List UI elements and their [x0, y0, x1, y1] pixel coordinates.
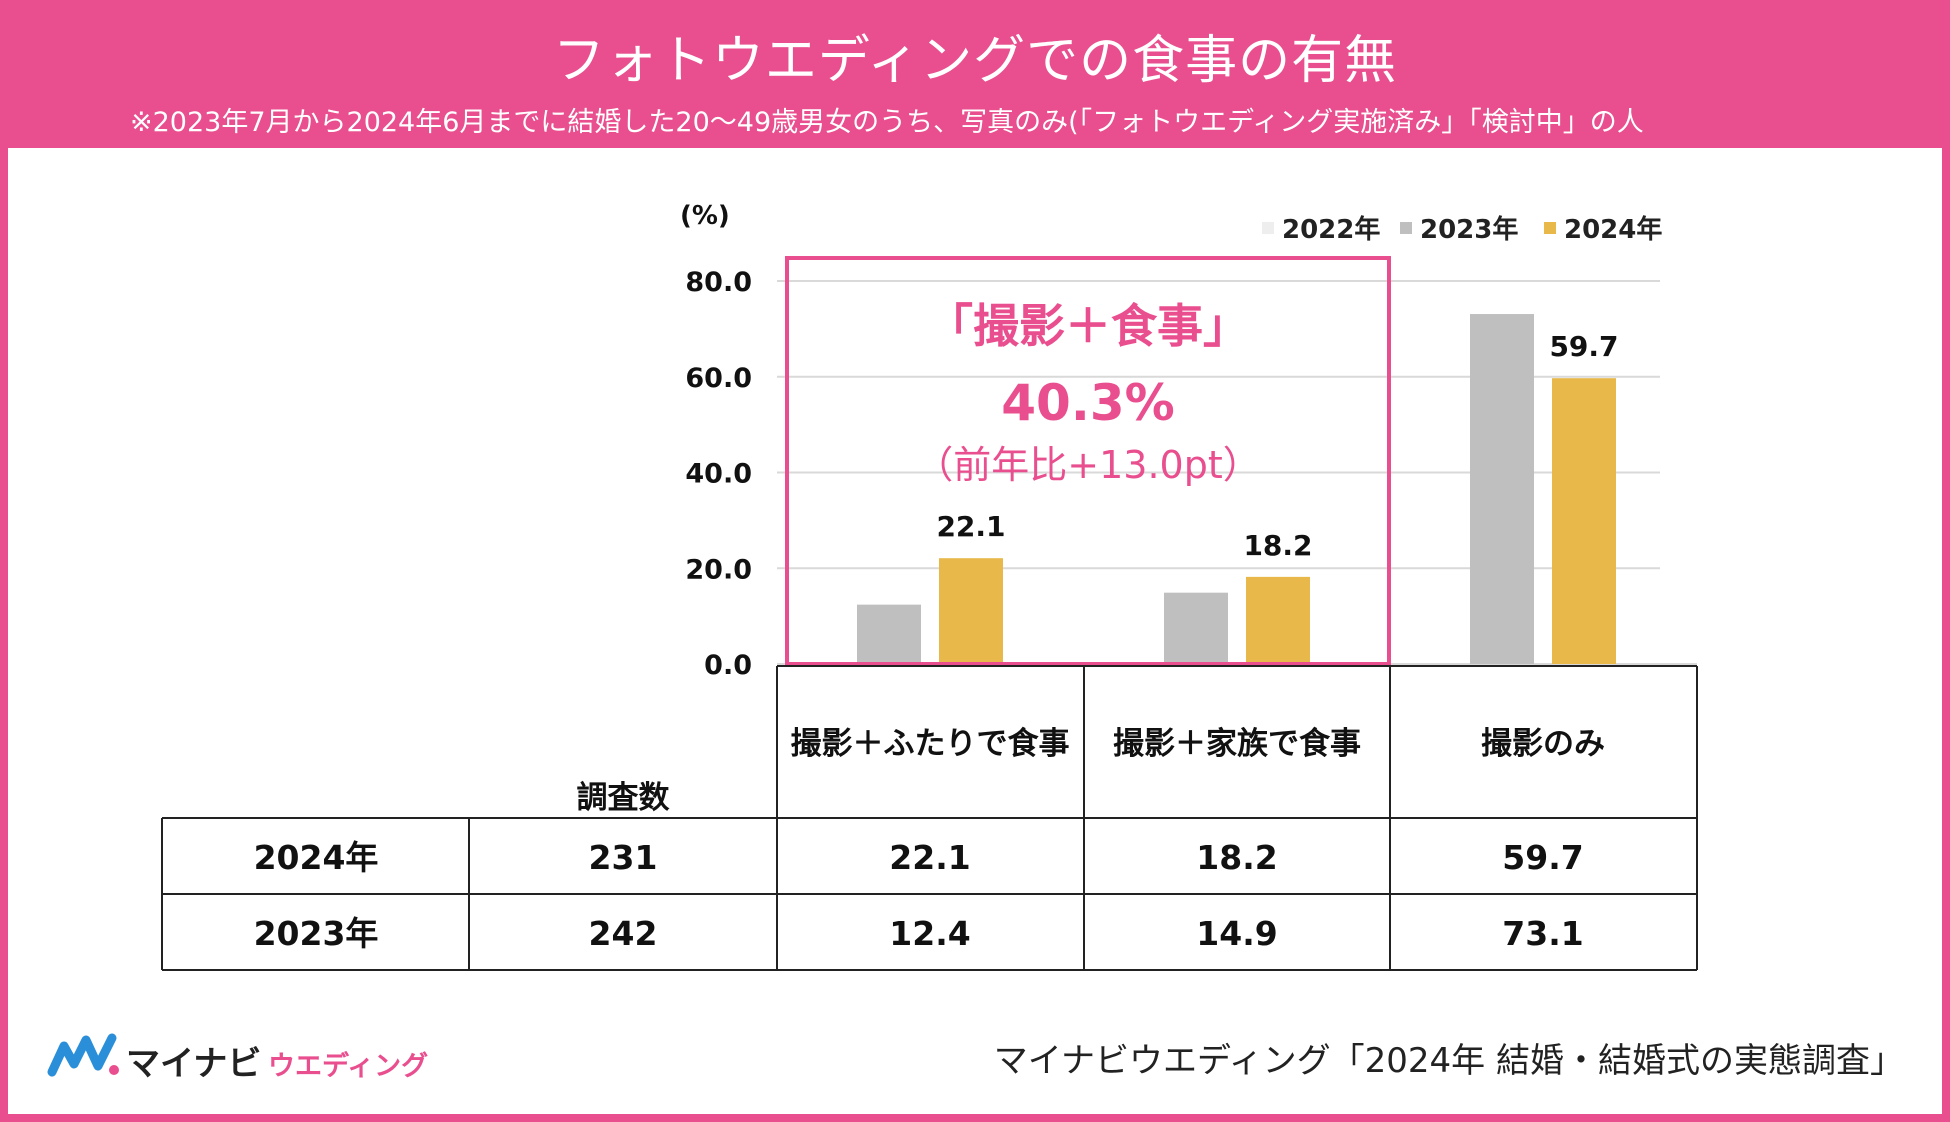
y-axis-ticks: 80.0 60.0 40.0 20.0 0.0 — [685, 267, 752, 681]
y-tick-label: 60.0 — [685, 363, 752, 394]
y-tick-label: 80.0 — [685, 267, 752, 298]
table-row-2-col-3: 73.1 — [1502, 914, 1583, 953]
legend-swatch-2024 — [1544, 222, 1556, 234]
table-row-1-col-2: 18.2 — [1196, 838, 1277, 877]
data-label: 59.7 — [1549, 330, 1618, 363]
table-row-1-year: 2024年 — [254, 838, 379, 877]
bar-2024年-撮影＋ふたりで食事 — [939, 558, 1003, 664]
bar-2023年-撮影のみ — [1470, 314, 1534, 664]
legend-label-2024: 2024年 — [1564, 214, 1662, 245]
table-row-1-col-1: 22.1 — [889, 838, 970, 877]
bar-2023年-撮影＋ふたりで食事 — [857, 604, 921, 664]
legend: 2022年 2023年 2024年 — [1262, 214, 1662, 245]
table-header-col-2: 撮影＋家族で食事 — [1113, 726, 1361, 762]
brand-dot-icon — [109, 1065, 119, 1075]
source-note: マイナビウエディング「2024年 結婚・結婚式の実態調査」 — [994, 1041, 1904, 1081]
table-header-col-3: 撮影のみ — [1481, 726, 1605, 762]
y-tick-label: 20.0 — [685, 554, 752, 585]
y-axis-unit: (%) — [680, 201, 730, 231]
bar-2024年-撮影のみ — [1552, 378, 1616, 664]
annotation-title: 「撮影＋食事」 — [927, 299, 1249, 353]
annotation-note: （前年比+13.0pt） — [915, 443, 1260, 487]
table-header-count: 調査数 — [577, 780, 670, 816]
page-title: フォトウエディングでの食事の有無 — [552, 31, 1398, 91]
data-label: 22.1 — [936, 510, 1005, 543]
table-row-2-count: 242 — [589, 914, 658, 953]
legend-swatch-2023 — [1400, 222, 1412, 234]
page-subtitle: ※2023年7月から2024年6月までに結婚した20～49歳男女のうち、写真のみ… — [130, 107, 1644, 138]
table-row-2-col-2: 14.9 — [1196, 914, 1277, 953]
header-banner: フォトウエディングでの食事の有無 ※2023年7月から2024年6月までに結婚し… — [0, 0, 1950, 148]
table-row-2-year: 2023年 — [254, 914, 379, 953]
data-label: 18.2 — [1243, 529, 1312, 562]
logo-sub-text: ウエディング — [268, 1050, 428, 1082]
brand-logo: マイナビ ウエディング — [47, 1033, 428, 1084]
legend-label-2022: 2022年 — [1282, 214, 1380, 245]
table-row-1-count: 231 — [589, 838, 658, 877]
brand-mark-icon — [47, 1033, 117, 1077]
table-header-col-1: 撮影＋ふたりで食事 — [791, 726, 1070, 762]
bar-2023年-撮影＋家族で食事 — [1164, 592, 1228, 664]
bar-2024年-撮影＋家族で食事 — [1246, 576, 1310, 664]
bars: 22.1 18.2 59.7 — [857, 314, 1619, 664]
y-tick-label: 0.0 — [704, 650, 752, 681]
highlight-box — [785, 256, 1391, 666]
table-row-1-col-3: 59.7 — [1502, 838, 1583, 877]
annotation-value: 40.3% — [1001, 374, 1174, 432]
data-table — [161, 665, 1698, 971]
logo-main-text: マイナビ — [126, 1044, 261, 1084]
legend-label-2023: 2023年 — [1420, 214, 1518, 245]
y-tick-label: 40.0 — [685, 459, 752, 490]
legend-swatch-2022 — [1262, 222, 1274, 234]
table-row-2-col-1: 12.4 — [889, 914, 970, 953]
